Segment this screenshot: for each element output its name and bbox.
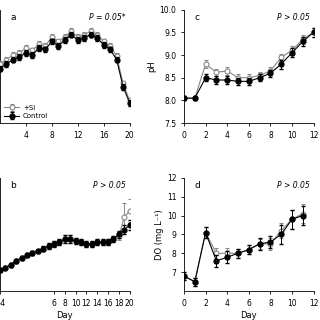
Legend: +Si, Control: +Si, Control <box>4 104 49 120</box>
X-axis label: Day: Day <box>241 311 257 320</box>
Text: a: a <box>10 13 16 22</box>
Text: P > 0.05: P > 0.05 <box>277 181 310 190</box>
Text: P = 0.05*: P = 0.05* <box>89 13 126 22</box>
Text: b: b <box>10 181 16 190</box>
Text: d: d <box>194 181 200 190</box>
Y-axis label: pH: pH <box>148 60 157 72</box>
Text: P > 0.05: P > 0.05 <box>93 181 126 190</box>
Text: c: c <box>194 13 199 22</box>
Text: P > 0.05: P > 0.05 <box>277 13 310 22</box>
X-axis label: Day: Day <box>57 311 73 320</box>
Y-axis label: DO (mg L⁻¹): DO (mg L⁻¹) <box>155 209 164 260</box>
